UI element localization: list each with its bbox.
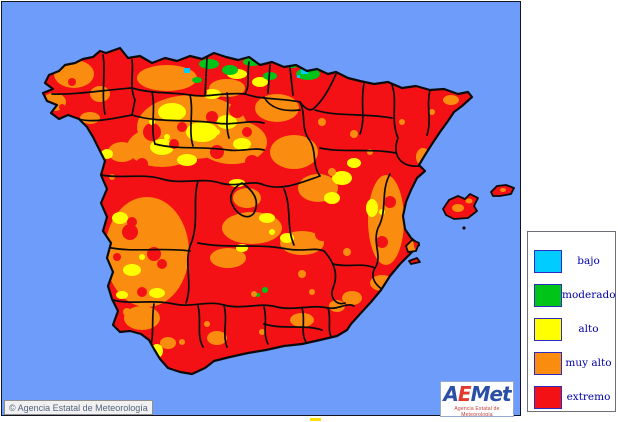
aemet-logo: AEMet Agencia Estatal de Meteorología [440,381,514,417]
legend-label-extremo: extremo [566,391,611,403]
legend-swatch-bajo [534,249,562,273]
legend-item-bajo: bajo [528,244,615,278]
map-panel: © Agencia Estatal de Meteorología AEMet … [1,1,521,417]
legend-label-bajo: bajo [577,255,600,267]
legend-label-alto: alto [578,323,599,335]
legend-item-alto: alto [528,312,615,346]
legend-swatch-moderado [534,283,562,307]
aemet-logo-word: AEMet [443,382,511,406]
aemet-logo-subtitle: Agencia Estatal de Meteorología [454,406,500,417]
legend-label-moderado: moderado [562,289,616,301]
patches-alto [58,69,378,358]
legend-label-muy-alto: muy alto [565,357,612,369]
legend-swatch-extremo [534,385,562,409]
legend-swatch-alto [534,317,562,341]
legend-item-moderado: moderado [528,278,616,312]
spain-fire-risk-map [2,2,520,415]
legend-swatch-muy-alto [534,351,562,375]
legend: bajo moderado alto muy alto extremo [527,231,616,412]
legend-item-extremo: extremo [528,380,615,414]
yellow-artifact [310,418,321,421]
attribution-badge: © Agencia Estatal de Meteorología [4,400,153,415]
province-borders [51,54,431,352]
legend-item-muy-alto: muy alto [528,346,615,380]
formentera-island [408,257,421,265]
risk-surface [43,48,472,374]
speckles-extremo [59,78,396,297]
balearic-islands [405,184,515,265]
cabrera-islet [462,226,466,230]
patches-bajo [184,68,308,78]
